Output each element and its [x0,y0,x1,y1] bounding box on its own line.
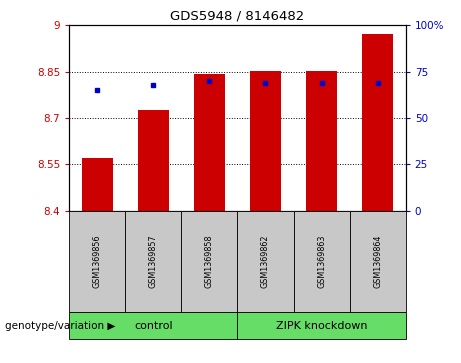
Text: GSM1369856: GSM1369856 [93,234,102,288]
Text: ZIPK knockdown: ZIPK knockdown [276,321,367,331]
Bar [138,110,169,211]
Bar [69,211,125,312]
Bar [237,211,294,312]
Text: genotype/variation ▶: genotype/variation ▶ [5,321,115,331]
Bar [306,71,337,211]
Bar [194,74,225,211]
Text: control: control [134,321,172,331]
Bar [349,211,406,312]
Text: GSM1369864: GSM1369864 [373,234,382,288]
Text: GSM1369858: GSM1369858 [205,234,214,288]
Text: GSM1369857: GSM1369857 [149,234,158,288]
Bar [237,312,406,339]
Bar [82,158,112,211]
Bar [362,34,393,211]
Text: GSM1369863: GSM1369863 [317,234,326,288]
Bar [250,71,281,211]
Bar [294,211,349,312]
Text: GSM1369862: GSM1369862 [261,234,270,288]
Title: GDS5948 / 8146482: GDS5948 / 8146482 [170,10,305,23]
Bar [181,211,237,312]
Bar [69,312,237,339]
Bar [125,211,181,312]
